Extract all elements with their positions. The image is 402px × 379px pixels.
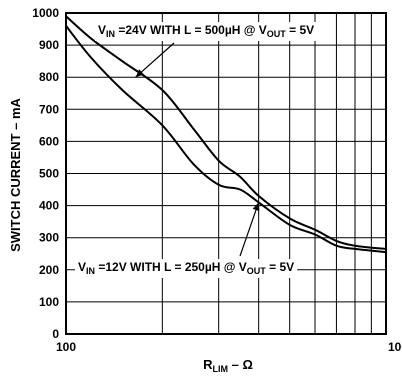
y-tick-label: 600: [39, 134, 59, 148]
x-tick-label: 1000: [388, 340, 402, 354]
x-tick-label: 100: [56, 340, 76, 354]
y-tick-label: 300: [39, 231, 59, 245]
annotation-bg-1: [95, 22, 318, 41]
annotation-arrow-1: [135, 42, 175, 78]
y-tick-label: 200: [39, 263, 59, 277]
tick-labels: 010020030040050060070080090010001001000: [32, 6, 402, 354]
series-lines: [65, 15, 387, 254]
annotations: VIN =24V WITH L = 500µH @ VOUT = 5V VIN =…: [75, 22, 318, 278]
y-tick-label: 400: [39, 199, 59, 213]
y-tick-label: 1000: [32, 6, 59, 20]
annotation-label-2: VIN =12V WITH L = 250µH @ VOUT = 5V: [78, 260, 294, 276]
y-axis-title: SWITCH CURRENT – mA: [8, 97, 23, 251]
y-tick-label: 100: [39, 295, 59, 309]
annotation-arrowhead-2: [252, 202, 260, 212]
grid: [65, 12, 387, 335]
series-line-2: [65, 25, 387, 254]
plot-frame: [65, 12, 387, 335]
y-tick-label: 700: [39, 102, 59, 116]
y-tick-label: 0: [52, 327, 59, 341]
annotation-arrow-2: [239, 202, 260, 257]
annotation-label-1: VIN =24V WITH L = 500µH @ VOUT = 5V: [98, 23, 314, 39]
annotation-arrowhead-1: [135, 69, 144, 78]
y-tick-label: 500: [39, 167, 59, 181]
y-tick-label: 800: [39, 70, 59, 84]
y-tick-label: 900: [39, 38, 59, 52]
series-line-1: [65, 15, 387, 250]
x-axis-title: RLIM – Ω: [203, 357, 253, 374]
annotation-bg-2: [75, 259, 298, 278]
